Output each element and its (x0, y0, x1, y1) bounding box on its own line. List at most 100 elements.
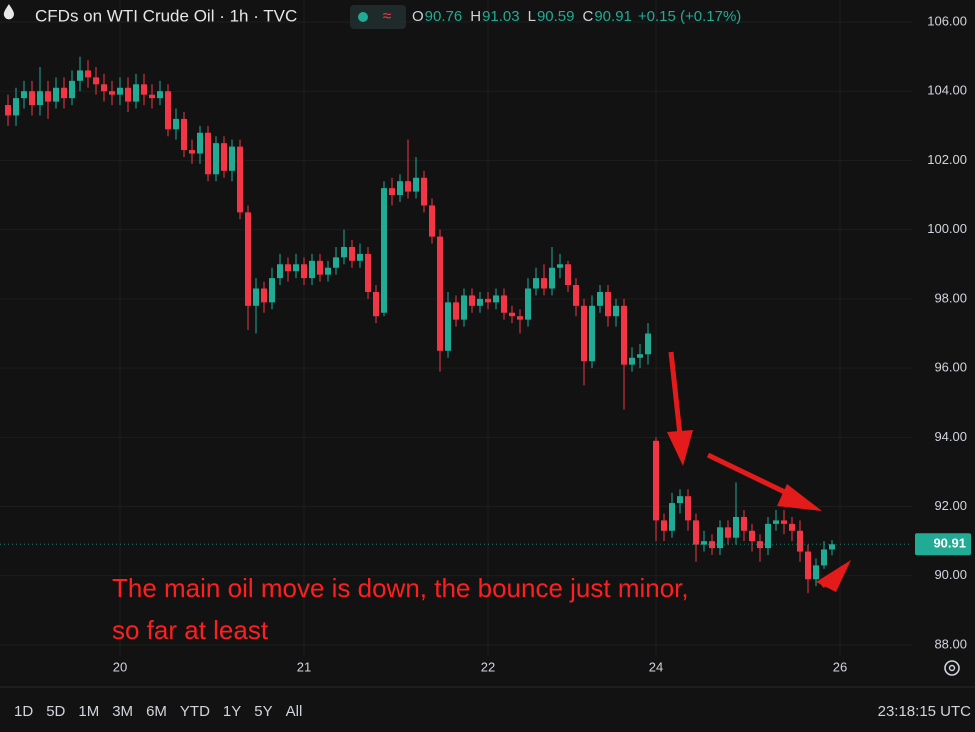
candle-body (341, 246, 347, 258)
candle-body (261, 288, 267, 303)
candle-body (229, 146, 235, 171)
candle-body (197, 132, 203, 154)
candle-body (29, 91, 35, 106)
candle-body (469, 295, 475, 306)
candle-body (789, 523, 795, 531)
candles: 90.91 (0, 56, 971, 594)
candle-body (165, 91, 171, 130)
candle-body (277, 264, 283, 279)
candle-body (581, 305, 587, 362)
candle-body (669, 503, 675, 531)
range-button[interactable]: 1D (14, 703, 33, 720)
legend-value: 90.59 (537, 8, 575, 25)
candle-body (749, 530, 755, 542)
arrow-head (777, 484, 822, 511)
candle-body (461, 295, 467, 320)
range-button[interactable]: All (286, 703, 303, 720)
candle-body (245, 212, 251, 306)
candle-body (773, 520, 779, 524)
candle-body (445, 302, 451, 351)
candle-body (797, 530, 803, 552)
candle-body (485, 298, 491, 303)
candle-body (725, 527, 731, 538)
indicator-icon[interactable]: ≈ (383, 8, 392, 25)
y-tick-label: 106.00 (927, 13, 967, 28)
candle-body (149, 94, 155, 99)
candle-body (589, 305, 595, 362)
settings-icon[interactable] (944, 660, 960, 676)
candle-body (61, 87, 67, 99)
range-button[interactable]: 5Y (254, 703, 272, 720)
range-button[interactable]: 3M (112, 703, 133, 720)
range-button[interactable]: 6M (146, 703, 167, 720)
candle-body (13, 98, 19, 116)
candle-body (573, 285, 579, 306)
candle-body (509, 312, 515, 317)
last-price-label: 90.91 (933, 536, 966, 551)
annotation-text: so far at least (112, 615, 269, 645)
candle-body (821, 549, 827, 566)
candle-body (373, 291, 379, 317)
candle-body (429, 205, 435, 237)
y-tick-label: 94.00 (934, 429, 967, 444)
x-tick-label: 21 (297, 659, 311, 674)
candle-body (93, 77, 99, 85)
y-tick-label: 90.00 (934, 567, 967, 582)
candle-body (37, 91, 43, 106)
candle-body (141, 84, 147, 95)
candle-body (269, 278, 275, 303)
candle-body (293, 264, 299, 272)
candle-body (621, 305, 627, 365)
candle-body (629, 357, 635, 365)
range-button[interactable]: 1M (78, 703, 99, 720)
candle-body (133, 84, 139, 102)
y-tick-label: 88.00 (934, 636, 967, 651)
legend-value: 90.76 (425, 8, 463, 25)
arrow-head (816, 560, 851, 592)
candle-body (21, 91, 27, 99)
candle-body (477, 298, 483, 306)
candle-body (413, 177, 419, 192)
range-button[interactable]: 5D (46, 703, 65, 720)
candle-body (205, 132, 211, 175)
candle-body (693, 520, 699, 545)
candle-body (405, 181, 411, 192)
candle-body (717, 527, 723, 549)
legend-value: 90.91 (594, 8, 632, 25)
candle-body (173, 118, 179, 130)
annotation: The main oil move is down, the bounce ju… (112, 573, 689, 645)
x-tick-label: 20 (113, 659, 127, 674)
legend-change: +0.15 (+0.17%) (638, 8, 741, 25)
candle-body (733, 516, 739, 538)
candle-body (381, 188, 387, 313)
candle-body (101, 84, 107, 92)
candle-body (333, 257, 339, 268)
chart-title: CFDs on WTI Crude Oil · 1h · TVC (35, 6, 297, 25)
candle-body (557, 264, 563, 268)
candle-body (661, 520, 667, 531)
candle-body (125, 87, 131, 102)
candle-body (357, 253, 363, 261)
arrow-shaft (706, 452, 797, 500)
last-price-box (915, 533, 971, 556)
candle-body (253, 288, 259, 306)
arrows (667, 351, 851, 592)
candle-body (213, 143, 219, 175)
candle-body (309, 260, 315, 279)
x-tick-label: 26 (833, 659, 847, 674)
range-button[interactable]: YTD (180, 703, 210, 720)
candle-body (317, 260, 323, 275)
droplet-icon (3, 4, 14, 20)
range-button[interactable]: 1Y (223, 703, 241, 720)
legend-key: O (412, 8, 424, 25)
y-tick-label: 98.00 (934, 290, 967, 305)
candle-body (437, 236, 443, 351)
candle-body (605, 291, 611, 317)
candle-body (533, 278, 539, 289)
icon-group[interactable] (350, 5, 406, 29)
candle-body (53, 87, 59, 102)
x-tick-label: 24 (649, 659, 663, 674)
candle-body (389, 188, 395, 196)
candle-body (237, 146, 243, 213)
